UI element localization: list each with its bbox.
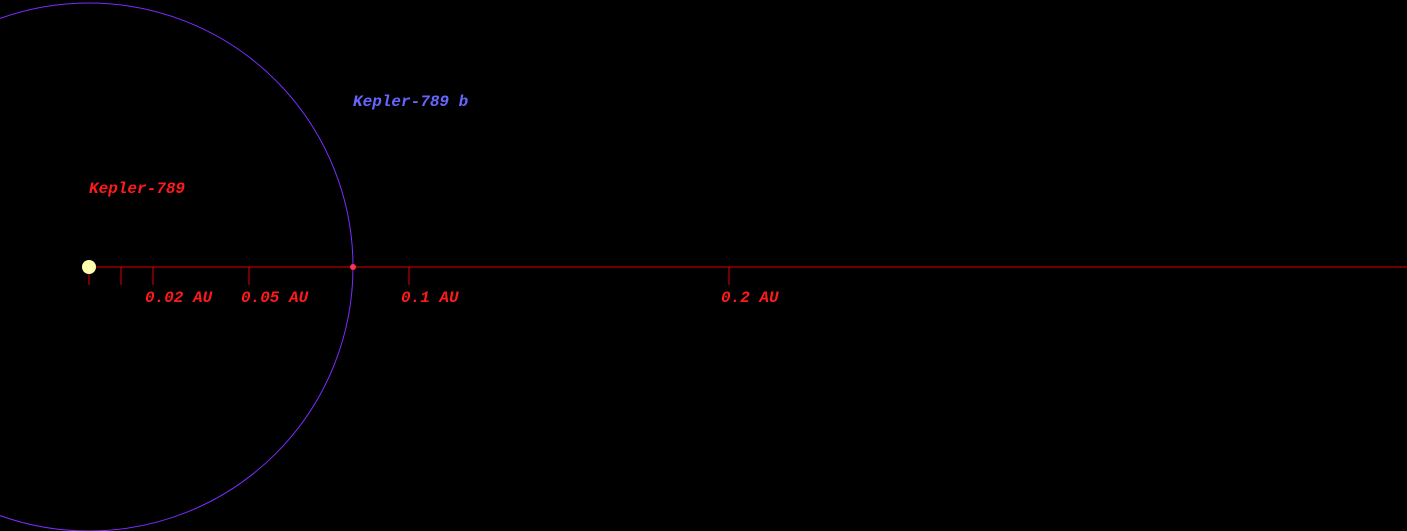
scale-tick-label: 0.02 AU xyxy=(145,289,213,307)
scale-tick-label: 0.1 AU xyxy=(401,289,459,307)
star xyxy=(82,260,96,274)
scale-tick-label: 0.2 AU xyxy=(721,289,779,307)
planet xyxy=(350,264,356,270)
scale-tick-label: 0.05 AU xyxy=(241,289,309,307)
planet-label: Kepler-789 b xyxy=(353,93,469,111)
star-label: Kepler-789 xyxy=(89,180,185,198)
